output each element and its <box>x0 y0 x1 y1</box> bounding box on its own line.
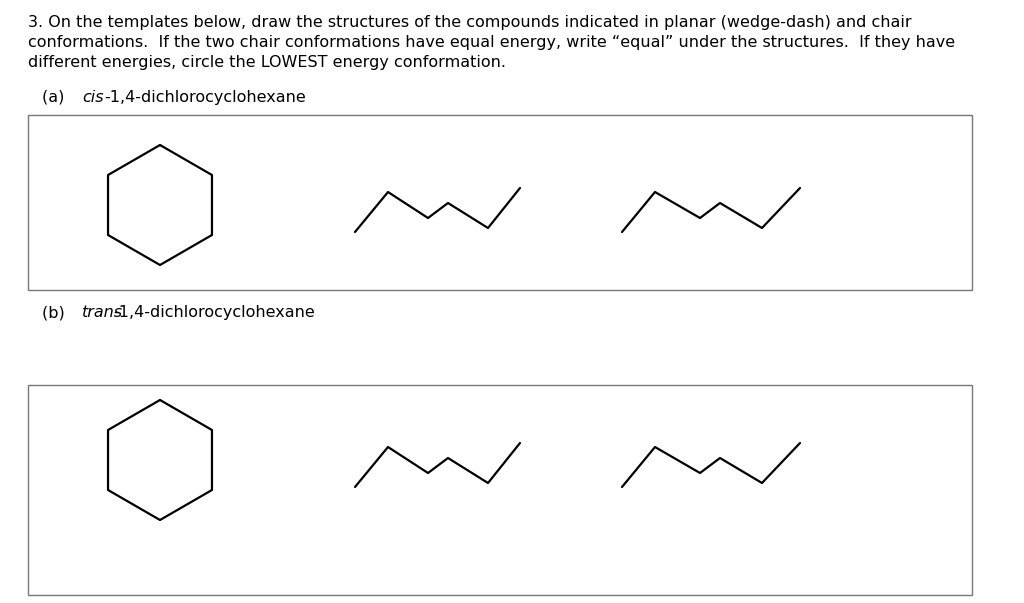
Text: (a): (a) <box>42 90 80 105</box>
Bar <box>28 385 972 595</box>
Text: conformations.  If the two chair conformations have equal energy, write “equal” : conformations. If the two chair conforma… <box>28 35 955 50</box>
Text: 3. On the templates below, draw the structures of the compounds indicated in pla: 3. On the templates below, draw the stru… <box>28 15 911 30</box>
Bar <box>28 115 972 290</box>
Text: different energies, circle the LOWEST energy conformation.: different energies, circle the LOWEST en… <box>28 55 506 70</box>
Text: trans: trans <box>82 305 123 320</box>
Text: (b): (b) <box>42 305 75 320</box>
Text: -1,4-dichlorocyclohexane: -1,4-dichlorocyclohexane <box>104 90 306 105</box>
Text: -1,4-dichlorocyclohexane: -1,4-dichlorocyclohexane <box>113 305 314 320</box>
Text: cis: cis <box>82 90 103 105</box>
